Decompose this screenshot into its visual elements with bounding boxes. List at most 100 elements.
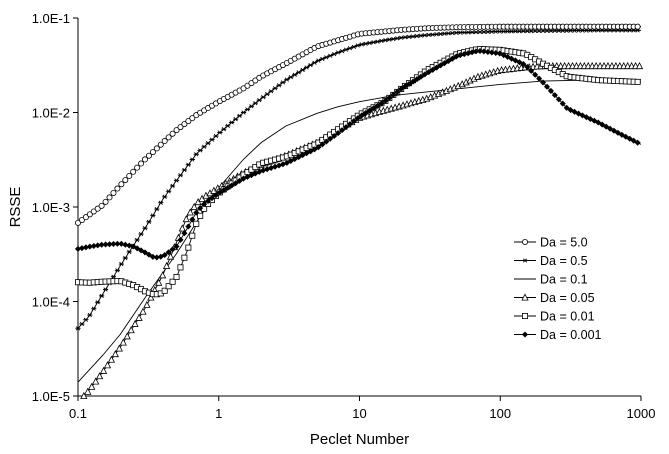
legend-label: Da = 5.0	[540, 236, 588, 250]
data-point	[390, 36, 396, 42]
data-point	[149, 253, 156, 260]
data-point	[118, 240, 125, 247]
data-point	[635, 28, 641, 33]
data-point	[161, 138, 168, 145]
data-point	[79, 321, 85, 327]
data-point	[610, 127, 618, 134]
data-point	[536, 75, 543, 82]
data-point	[449, 55, 456, 62]
data-point	[177, 124, 184, 131]
data-point	[248, 104, 255, 109]
data-point	[512, 57, 519, 64]
legend-label: Da = 0.5	[540, 254, 588, 268]
data-point	[157, 253, 164, 260]
data-point	[386, 94, 393, 101]
data-point	[161, 251, 168, 259]
data-point	[141, 249, 149, 256]
data-point	[130, 168, 137, 175]
data-point	[484, 48, 491, 56]
series-line	[77, 50, 642, 259]
data-point	[319, 141, 326, 148]
data-point	[634, 78, 641, 85]
data-point	[390, 91, 397, 98]
data-point	[382, 97, 389, 104]
data-point	[221, 127, 227, 132]
data-point	[118, 181, 125, 188]
data-point	[220, 187, 227, 194]
data-point	[292, 72, 298, 77]
data-point	[394, 88, 401, 95]
data-point	[80, 391, 88, 400]
data-point	[213, 133, 219, 139]
data-point	[141, 156, 148, 163]
data-point	[591, 117, 598, 124]
data-point	[145, 152, 152, 159]
legend-marker	[522, 312, 529, 319]
data-point	[335, 50, 341, 55]
data-point	[75, 326, 81, 331]
data-point	[181, 230, 188, 237]
data-point	[595, 119, 602, 126]
data-point	[165, 249, 172, 256]
data-point	[185, 118, 192, 125]
data-point	[283, 159, 290, 166]
data-point	[158, 200, 164, 205]
data-point	[587, 115, 594, 122]
data-point	[532, 71, 539, 78]
data-point	[103, 361, 112, 369]
data-point	[146, 219, 152, 224]
data-point	[272, 86, 278, 91]
data-point	[386, 37, 392, 42]
data-point	[575, 110, 582, 117]
data-point	[193, 209, 200, 216]
legend-item: Da = 0.5	[514, 254, 588, 268]
data-point	[382, 38, 388, 43]
data-point	[307, 62, 314, 68]
data-point	[323, 55, 329, 60]
data-point	[280, 80, 286, 85]
data-point	[516, 59, 523, 66]
data-point	[417, 73, 424, 80]
data-point	[99, 366, 108, 374]
data-point	[126, 249, 132, 255]
data-point	[122, 255, 128, 261]
data-point	[90, 208, 97, 215]
data-point	[209, 137, 215, 142]
data-point	[229, 120, 235, 125]
data-point	[492, 49, 499, 57]
data-point	[177, 173, 184, 178]
data-point	[331, 51, 337, 57]
x-tick-label: 0.1	[69, 406, 87, 421]
data-point	[441, 60, 448, 67]
data-point	[185, 223, 192, 230]
data-point	[524, 63, 531, 70]
data-point	[91, 306, 97, 311]
data-point	[166, 252, 175, 260]
data-point	[78, 216, 85, 223]
data-point	[614, 129, 621, 136]
data-point	[88, 382, 96, 390]
data-point	[138, 160, 145, 167]
data-point	[82, 214, 89, 221]
data-point	[189, 115, 196, 122]
legend-label: Da = 0.05	[540, 291, 595, 305]
legend-label: Da = 0.1	[540, 273, 588, 287]
data-point	[224, 184, 231, 191]
data-point	[288, 75, 294, 80]
data-point	[563, 104, 570, 111]
data-point	[256, 97, 262, 103]
data-point	[634, 139, 641, 146]
data-point	[157, 141, 164, 148]
data-point	[579, 112, 586, 119]
legend-label: Da = 0.01	[540, 310, 595, 324]
data-point	[319, 56, 325, 62]
data-point	[425, 69, 432, 76]
data-point	[339, 48, 345, 54]
data-point	[217, 130, 223, 135]
data-point	[197, 205, 204, 212]
data-point	[335, 130, 342, 137]
data-point	[378, 100, 385, 107]
data-point	[343, 47, 349, 52]
data-point	[154, 206, 160, 212]
data-point	[342, 124, 350, 131]
